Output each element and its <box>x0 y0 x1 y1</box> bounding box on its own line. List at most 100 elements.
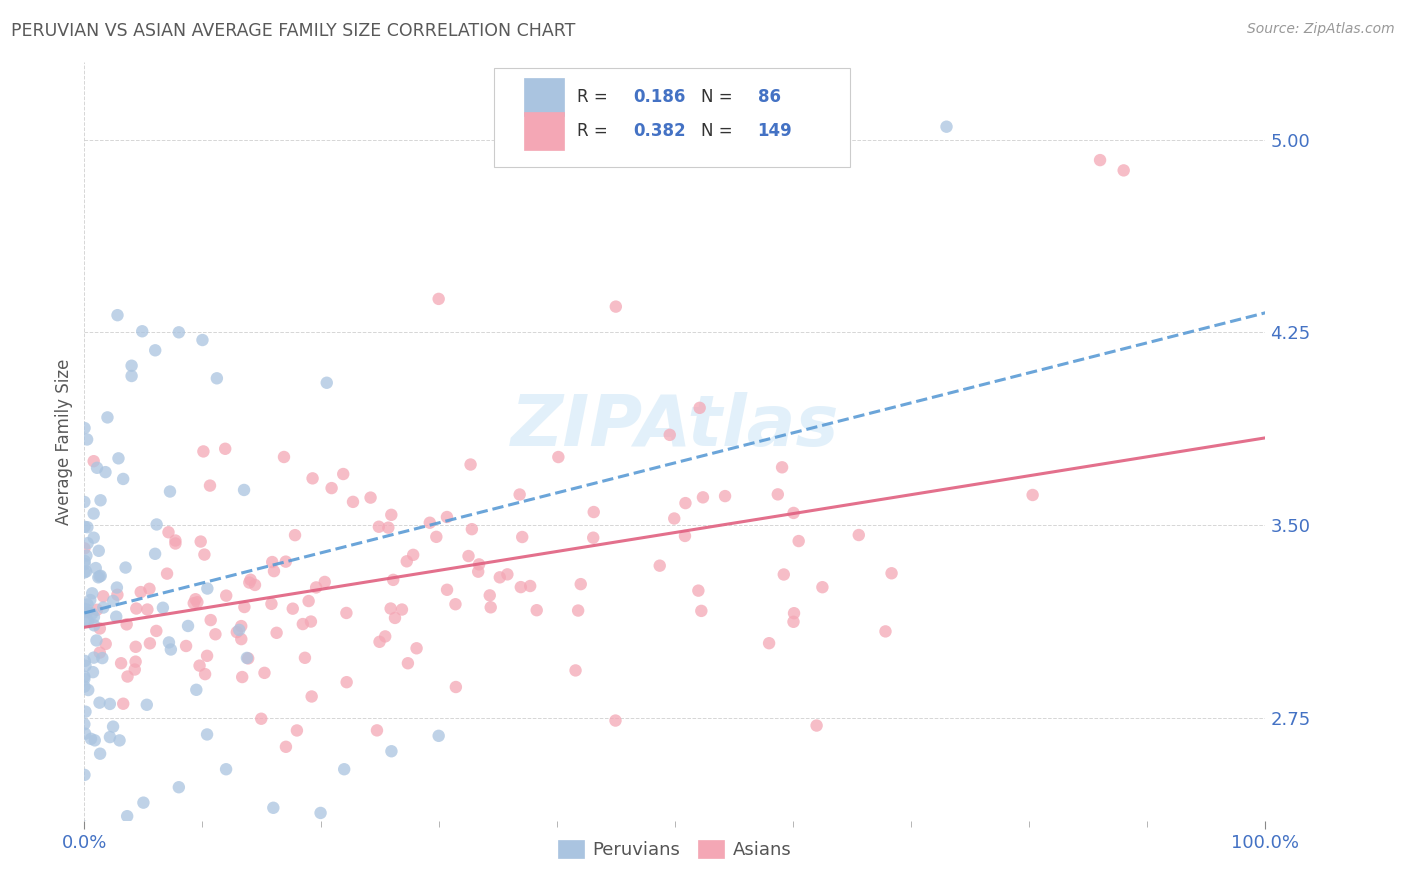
Point <box>112 697 135 711</box>
Point <box>228 623 250 637</box>
Point <box>183 596 205 610</box>
Point <box>156 566 179 581</box>
Point <box>427 292 450 306</box>
Point <box>436 582 458 597</box>
Point <box>131 324 153 338</box>
Point <box>509 487 531 501</box>
Point <box>233 600 256 615</box>
Point <box>73 541 96 556</box>
Point <box>73 557 96 571</box>
Text: 149: 149 <box>758 121 793 140</box>
Point <box>129 585 152 599</box>
Point <box>105 609 128 624</box>
Point <box>83 733 105 747</box>
Point <box>496 567 519 582</box>
Point <box>125 601 148 615</box>
Point <box>193 444 215 458</box>
Point <box>770 460 793 475</box>
Legend: Peruvians, Asians: Peruvians, Asians <box>551 832 799 866</box>
Point <box>136 602 159 616</box>
Point <box>880 566 903 581</box>
Point <box>143 343 166 358</box>
Point <box>191 333 214 347</box>
Point <box>89 569 111 583</box>
Point <box>266 625 288 640</box>
Point <box>301 690 323 704</box>
Point <box>374 629 396 643</box>
Point <box>91 651 114 665</box>
Point <box>675 496 697 510</box>
Point <box>79 593 101 607</box>
Point <box>177 619 200 633</box>
FancyBboxPatch shape <box>523 112 564 150</box>
Point <box>510 530 533 544</box>
Point <box>167 326 190 340</box>
Point <box>811 580 834 594</box>
Point <box>253 665 276 680</box>
Point <box>419 516 441 530</box>
Point <box>380 744 402 758</box>
Point <box>405 641 427 656</box>
Point <box>112 472 135 486</box>
Point <box>83 454 105 468</box>
Point <box>73 654 96 668</box>
Point <box>157 525 180 540</box>
Point <box>73 602 96 616</box>
Point <box>174 639 197 653</box>
Point <box>101 720 124 734</box>
Point <box>239 573 262 587</box>
Point <box>848 528 870 542</box>
Text: R =: R = <box>576 121 613 140</box>
Point <box>321 481 343 495</box>
Point <box>444 680 467 694</box>
Point <box>467 565 489 579</box>
Point <box>336 675 359 690</box>
Point <box>564 664 586 678</box>
Point <box>875 624 897 639</box>
Point <box>299 615 322 629</box>
Point <box>83 507 105 521</box>
Point <box>167 780 190 795</box>
Point <box>76 603 98 617</box>
Point <box>73 768 96 782</box>
Point <box>124 655 146 669</box>
Point <box>1112 163 1135 178</box>
Point <box>195 727 218 741</box>
Point <box>231 619 253 633</box>
Point <box>436 510 458 524</box>
Point <box>342 495 364 509</box>
Point <box>190 534 212 549</box>
Text: 86: 86 <box>758 87 780 105</box>
Point <box>396 657 419 671</box>
Point <box>360 491 382 505</box>
Point <box>87 544 110 558</box>
Point <box>457 549 479 563</box>
Point <box>605 714 627 728</box>
Point <box>105 581 128 595</box>
Point <box>94 637 117 651</box>
Point <box>368 635 391 649</box>
FancyBboxPatch shape <box>523 78 564 116</box>
Point <box>205 371 228 385</box>
Point <box>132 796 155 810</box>
Point <box>582 505 605 519</box>
Point <box>263 564 285 578</box>
Point <box>83 650 105 665</box>
Point <box>384 611 406 625</box>
Point <box>86 633 108 648</box>
Point <box>108 733 131 747</box>
Point <box>73 672 96 686</box>
Point <box>377 521 399 535</box>
Point <box>107 308 129 322</box>
Point <box>76 598 98 612</box>
Point <box>689 401 711 415</box>
Point <box>274 555 297 569</box>
Point <box>231 670 253 684</box>
Point <box>333 762 356 776</box>
Point <box>115 617 138 632</box>
Point <box>658 427 681 442</box>
Point <box>195 648 218 663</box>
Point <box>139 636 162 650</box>
Point <box>143 547 166 561</box>
Text: ZIPAtlas: ZIPAtlas <box>510 392 839 461</box>
